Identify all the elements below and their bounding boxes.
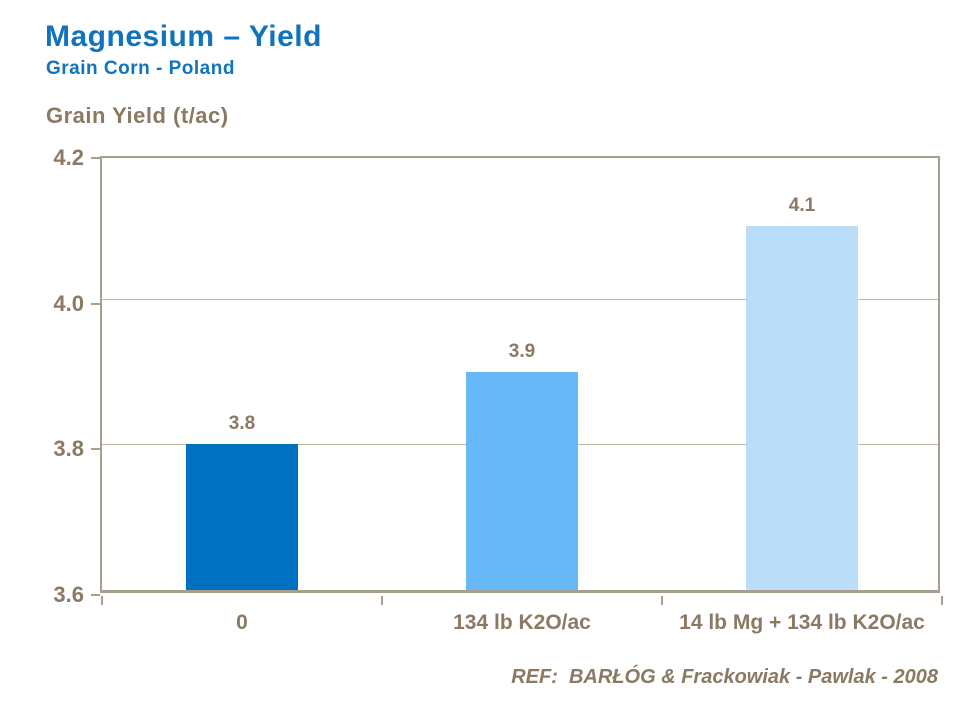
y-axis-tick-mark — [91, 157, 100, 159]
x-axis-tick-mark — [101, 596, 103, 605]
plot-inner: 3.8 3.9 4.1 — [102, 158, 938, 590]
y-tick-label: 4.0 — [53, 290, 84, 316]
y-axis-tick-mark — [91, 448, 100, 451]
page-title: Magnesium – Yield — [45, 20, 322, 53]
y-tick-label: 3.6 — [53, 582, 84, 607]
y-axis-title: Grain Yield (t/ac) — [46, 103, 229, 128]
x-axis-tick-mark — [381, 596, 383, 605]
x-category-label: 134 lb K2O/ac — [453, 611, 591, 634]
y-tick-label: 4.2 — [53, 145, 84, 170]
page-subtitle: Grain Corn - Poland — [46, 58, 235, 79]
bar-value-label: 4.1 — [788, 195, 816, 216]
gridline — [102, 298, 938, 300]
x-category-label: 0 — [236, 611, 248, 634]
y-axis-tick-mark — [91, 594, 100, 596]
x-axis-tick-mark — [661, 596, 663, 605]
bar-0 — [186, 444, 298, 590]
y-axis-tick-mark — [91, 302, 100, 305]
x-category-label: 14 lb Mg + 134 lb K2O/ac — [679, 611, 925, 634]
bar-134 lb K2O/ac — [466, 372, 578, 590]
bar-value-label: 3.9 — [508, 341, 536, 362]
reference-text: REF: BARŁÓG & Frackowiak - Pawlak - 2008 — [511, 666, 938, 688]
bar-value-label: 3.8 — [228, 413, 256, 434]
bar-chart-plot-area: 3.8 3.9 4.1 3.6 3.8 4.0 4.2 0 134 lb K2O/ac 14 l… — [53, 145, 943, 634]
y-tick-label: 3.8 — [53, 436, 84, 462]
bar-14 lb Mg + 134 lb K2O/ac — [746, 226, 858, 590]
x-axis-tick-mark — [941, 596, 943, 605]
